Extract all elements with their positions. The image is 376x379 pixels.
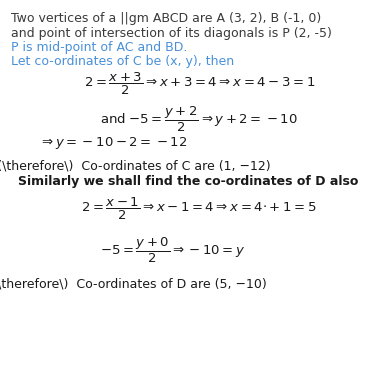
- Text: \(\therefore\)  Co-ordinates of D are (5, −10): \(\therefore\) Co-ordinates of D are (5,…: [0, 277, 267, 290]
- Text: $\Rightarrow y=-10-2=-12$: $\Rightarrow y=-10-2=-12$: [39, 135, 187, 151]
- Text: Let co-ordinates of C be (x, y), then: Let co-ordinates of C be (x, y), then: [11, 55, 234, 68]
- Text: \(\therefore\)  Co-ordinates of C are (1, −12): \(\therefore\) Co-ordinates of C are (1,…: [0, 160, 270, 173]
- Text: $2 = \dfrac{x-1}{2} \Rightarrow x-1=4 \Rightarrow x=4{\cdot}+1=5$: $2 = \dfrac{x-1}{2} \Rightarrow x-1=4 \R…: [82, 196, 317, 222]
- Text: $\mathrm{and}\;{-5} = \dfrac{y+2}{2} \Rightarrow y+2=-10$: $\mathrm{and}\;{-5} = \dfrac{y+2}{2} \Ri…: [100, 105, 298, 133]
- Text: P is mid-point of AC and BD.: P is mid-point of AC and BD.: [11, 41, 188, 54]
- Text: and point of intersection of its diagonals is P (2, -5): and point of intersection of its diagona…: [11, 27, 332, 39]
- Text: Similarly we shall find the co-ordinates of D also: Similarly we shall find the co-ordinates…: [18, 175, 358, 188]
- Text: $-5 = \dfrac{y+0}{2} \Rightarrow -10=y$: $-5 = \dfrac{y+0}{2} \Rightarrow -10=y$: [100, 236, 246, 265]
- Text: $2 = \dfrac{x+3}{2} \Rightarrow x+3=4 \Rightarrow x=4-3=1$: $2 = \dfrac{x+3}{2} \Rightarrow x+3=4 \R…: [83, 71, 315, 97]
- Text: Two vertices of a ||gm ABCD are A (3, 2), B (-1, 0): Two vertices of a ||gm ABCD are A (3, 2)…: [11, 12, 321, 25]
